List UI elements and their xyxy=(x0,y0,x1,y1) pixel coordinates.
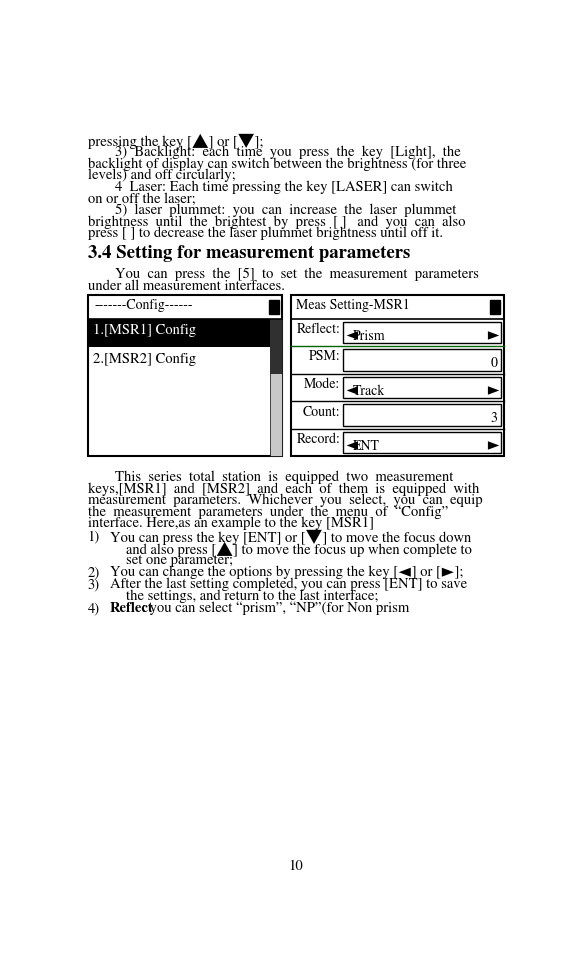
Text: 10: 10 xyxy=(288,860,303,873)
Text: You can press the key [ENT] or [▼] to move the focus down: You can press the key [ENT] or [▼] to mo… xyxy=(110,530,471,545)
Bar xyxy=(88,295,282,456)
Text: ◄: ◄ xyxy=(346,384,359,398)
Text: on or off the laser;: on or off the laser; xyxy=(88,192,196,205)
Text: Reflect:: Reflect: xyxy=(297,322,340,336)
Text: ►: ► xyxy=(486,329,499,343)
Bar xyxy=(343,350,501,371)
Text: Record:: Record: xyxy=(297,433,340,446)
Text: 3): 3) xyxy=(88,577,100,591)
Text: 5)  laser  plummet:  you  can  increase  the  laser  plummet: 5) laser plummet: you can increase the l… xyxy=(115,204,456,217)
Bar xyxy=(269,300,279,314)
Text: ◄: ◄ xyxy=(346,440,359,452)
Text: PSM:: PSM: xyxy=(309,350,340,363)
Text: measurement  parameters.  Whichever  you  select,  you  can  equip: measurement parameters. Whichever you se… xyxy=(88,493,482,507)
Text: After the last setting completed, you can press [ENT] to save: After the last setting completed, you ca… xyxy=(110,577,467,591)
Text: Count:: Count: xyxy=(303,405,340,418)
Text: ENT: ENT xyxy=(353,440,380,452)
Text: 4） Laser: Each time pressing the key [LASER] can switch: 4） Laser: Each time pressing the key [LA… xyxy=(115,181,452,193)
Text: levels) and off circularly;: levels) and off circularly; xyxy=(88,169,235,182)
Text: You can change the options by pressing the key [◄] or [►];: You can change the options by pressing t… xyxy=(110,566,463,579)
Text: 3: 3 xyxy=(491,412,498,425)
Text: pressing the key [▲] or [▼];: pressing the key [▲] or [▼]; xyxy=(88,134,263,149)
Text: backlight of display can switch between the brightness (for three: backlight of display can switch between … xyxy=(88,157,466,171)
Text: -------Config------: -------Config------ xyxy=(95,298,193,312)
Text: press [－] to decrease the laser plummet brightness until off it.: press [－] to decrease the laser plummet … xyxy=(88,227,443,240)
Text: 3)  Backlight:  each  time  you  press  the  key  [Light],  the: 3) Backlight: each time you press the ke… xyxy=(115,146,460,159)
Text: ►: ► xyxy=(486,384,499,398)
Bar xyxy=(343,432,501,453)
Bar xyxy=(88,319,270,348)
Bar xyxy=(490,300,500,314)
Text: ◄: ◄ xyxy=(346,329,359,343)
Text: 1): 1) xyxy=(88,530,100,543)
Text: under all measurement interfaces.: under all measurement interfaces. xyxy=(88,279,284,293)
Text: 4): 4) xyxy=(88,602,100,615)
Text: Mode:: Mode: xyxy=(304,377,340,391)
Text: brightness  until  the  brightest  by  press  [＋]，  and  you  can  also: brightness until the brightest by press … xyxy=(88,215,465,229)
Text: 0: 0 xyxy=(491,357,498,370)
Text: Reflect: Reflect xyxy=(110,602,153,615)
Text: interface. Here,as an example to the key [MSR1]: interface. Here,as an example to the key… xyxy=(88,517,374,531)
Text: the  measurement  parameters  under  the  menu  of  “Config”: the measurement parameters under the men… xyxy=(88,505,448,519)
Text: 2.[MSR2] Config: 2.[MSR2] Config xyxy=(93,353,196,366)
Text: Track: Track xyxy=(353,384,385,398)
Bar xyxy=(270,319,282,456)
Text: Prism: Prism xyxy=(353,329,385,343)
Text: set one parameter;: set one parameter; xyxy=(126,553,233,567)
Bar xyxy=(291,295,504,456)
Text: 2): 2) xyxy=(88,566,100,578)
Text: the settings, and return to the last interface;: the settings, and return to the last int… xyxy=(126,589,378,603)
Text: keys,[MSR1]  and  [MSR2]  and  each  of  them  is  equipped  with: keys,[MSR1] and [MSR2] and each of them … xyxy=(88,482,479,495)
Text: This  series  total  station  is  equipped  two  measurement: This series total station is equipped tw… xyxy=(115,471,453,484)
Text: and also press [▲] to move the focus up when complete to: and also press [▲] to move the focus up … xyxy=(126,541,471,557)
Bar xyxy=(343,404,501,426)
Text: : you can select “prism”, “NP”(for Non prism: : you can select “prism”, “NP”(for Non p… xyxy=(143,602,410,616)
Text: ►: ► xyxy=(486,440,499,452)
Text: Meas Setting-MSR1: Meas Setting-MSR1 xyxy=(296,298,410,312)
Bar xyxy=(343,377,501,399)
Bar xyxy=(270,319,282,374)
Bar xyxy=(343,321,501,343)
Text: 3.4 Setting for measurement parameters: 3.4 Setting for measurement parameters xyxy=(88,244,410,262)
Text: 1.[MSR1] Config: 1.[MSR1] Config xyxy=(93,324,196,337)
Text: You  can  press  the  [5]  to  set  the  measurement  parameters: You can press the [5] to set the measure… xyxy=(115,268,478,281)
